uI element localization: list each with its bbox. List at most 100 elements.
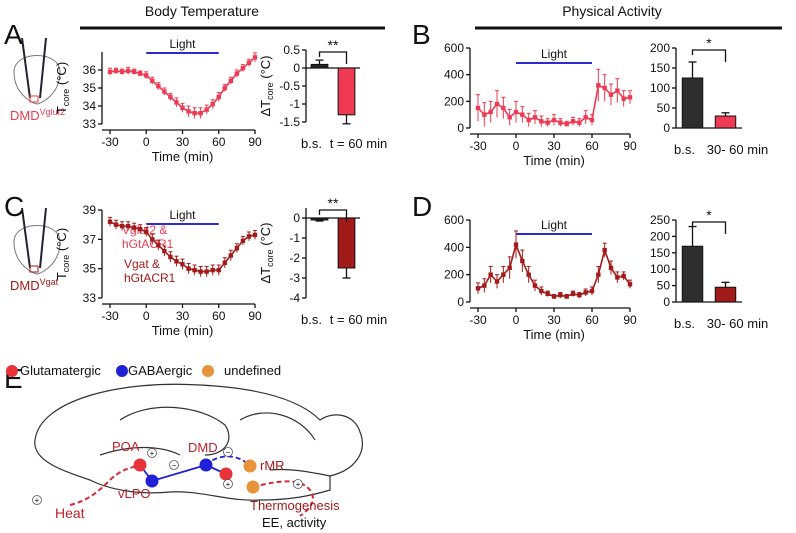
icon-label: DMDVgat	[10, 277, 59, 293]
point	[131, 69, 137, 74]
y-tick-label: 600	[444, 41, 464, 55]
point	[204, 107, 209, 112]
point	[234, 71, 240, 76]
light-label: Light	[541, 218, 568, 232]
y-tick-label: 35	[83, 262, 97, 276]
point	[144, 229, 149, 235]
point	[608, 265, 614, 271]
point	[174, 100, 179, 105]
node	[199, 458, 213, 472]
x-tick-label: 0	[143, 309, 150, 323]
point	[615, 88, 620, 93]
point	[589, 288, 595, 294]
point	[216, 94, 221, 100]
point	[107, 219, 113, 224]
x-tick-label: 30	[547, 313, 561, 327]
point	[228, 78, 234, 83]
point	[564, 121, 569, 127]
point	[488, 272, 493, 277]
y-tick-label: 36	[83, 63, 97, 77]
x-tick-label: t = 60 min	[330, 136, 387, 151]
sign: +	[150, 449, 155, 458]
point	[222, 85, 227, 91]
point	[608, 92, 614, 97]
x-tick-label: 90	[248, 309, 262, 323]
point	[570, 291, 576, 296]
point	[494, 101, 500, 107]
y-axis-label-part: T	[54, 106, 69, 114]
y-tick-label: 39	[83, 203, 97, 217]
y-tick-label: 200	[650, 229, 670, 243]
x-tick-label: b.s.	[301, 136, 322, 151]
point	[246, 60, 252, 65]
y-tick-label: 33	[83, 291, 97, 305]
y-tick-label: 400	[444, 68, 464, 82]
y-axis-label-part: (°C)	[54, 62, 69, 89]
diagram-text: Thermogenesis	[250, 498, 340, 513]
y-axis-label-part: (°C)	[258, 56, 273, 83]
point	[532, 283, 538, 288]
x-tick-label: 30- 60 min	[707, 316, 768, 331]
y-tick-label: -2	[289, 251, 300, 265]
x-tick-label: -30	[101, 135, 119, 149]
y-tick-label: 0	[457, 295, 464, 309]
point	[526, 117, 531, 123]
y-tick-label: 150	[650, 246, 670, 260]
point	[545, 120, 550, 125]
point	[156, 243, 161, 248]
sign: +	[35, 496, 40, 505]
point	[144, 73, 149, 78]
sign: +	[226, 480, 231, 489]
point	[577, 120, 582, 125]
x-tick-label: 60	[212, 135, 226, 149]
bar	[310, 217, 329, 221]
y-tick-label: 200	[444, 268, 464, 282]
legend-swatch	[6, 365, 18, 377]
section-header: Physical Activity	[562, 3, 662, 19]
x-tick-label: b.s.	[301, 312, 322, 327]
significance-label: **	[328, 37, 339, 53]
x-tick-label: 30	[547, 139, 561, 153]
y-tick-label: -0.5	[279, 79, 300, 93]
x-tick-label: -30	[469, 139, 487, 153]
diagram-text: Heat	[55, 505, 85, 521]
point	[532, 115, 538, 120]
bar	[681, 77, 704, 129]
point	[107, 69, 113, 74]
point	[168, 94, 173, 100]
sign-circle	[147, 448, 157, 458]
legend-label: Glutamatergic	[20, 363, 101, 378]
sign-circle	[223, 447, 233, 457]
y-tick-label: 200	[650, 41, 670, 55]
point	[131, 225, 137, 230]
light-label: Light	[169, 37, 196, 51]
y-tick-label: 0.5	[283, 43, 300, 57]
y-tick-label: 33	[83, 117, 97, 131]
point	[240, 238, 246, 243]
point	[501, 105, 506, 111]
point	[192, 267, 197, 273]
point	[119, 223, 125, 229]
sign-circle	[293, 479, 303, 489]
y-tick-label: 600	[444, 213, 464, 227]
legend-label: GABAergic	[128, 363, 193, 378]
y-tick-label: 0	[457, 121, 464, 135]
point	[222, 260, 227, 265]
x-tick-label: -30	[469, 313, 487, 327]
x-tick-label: 60	[585, 313, 599, 327]
x-axis-label: Time (min)	[152, 149, 214, 164]
point	[138, 226, 143, 232]
point	[198, 269, 203, 274]
bar	[337, 67, 356, 116]
point	[192, 111, 197, 116]
point	[482, 112, 487, 117]
node-label: vLPO	[118, 486, 151, 501]
y-tick-label: 50	[657, 101, 671, 115]
point	[113, 68, 119, 74]
point	[507, 265, 512, 271]
y-tick-label: 100	[650, 81, 670, 95]
point	[494, 279, 500, 284]
point	[246, 234, 252, 239]
annotation: hGtACR1	[124, 271, 176, 285]
